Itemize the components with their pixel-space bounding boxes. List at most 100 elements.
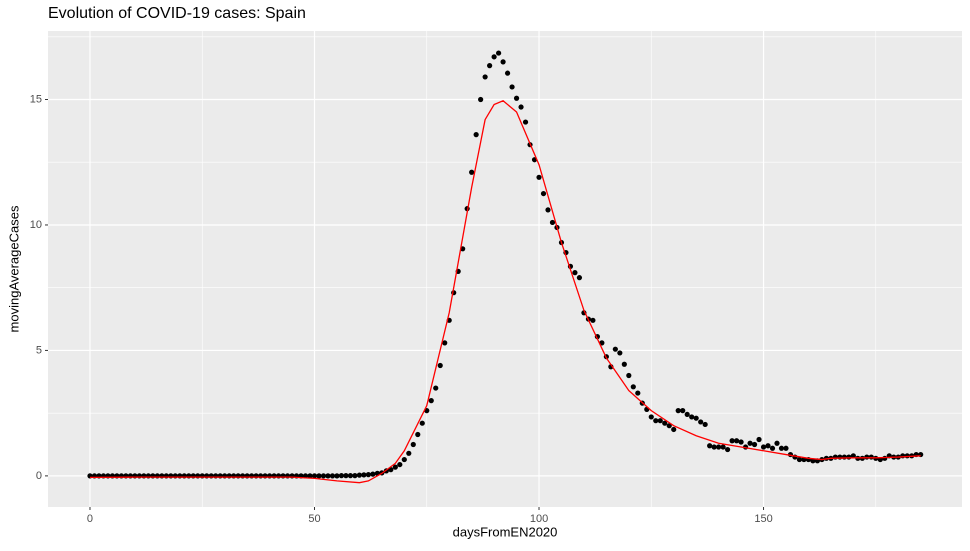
point [352,473,358,479]
point [778,445,785,451]
point [626,372,632,379]
point [500,59,506,65]
point [810,458,816,464]
y-tick-label: 15 [30,93,42,105]
point [702,421,708,428]
point [738,439,744,445]
x-tick-label: 150 [754,513,772,525]
point [657,418,663,424]
point [311,473,318,479]
point [666,423,672,429]
point [473,132,479,138]
chart-title: Evolution of COVID-19 cases: Spain [48,5,306,22]
point [621,361,627,367]
fit-line [89,100,921,484]
point [841,454,847,460]
point [487,63,493,69]
point [392,464,398,470]
point [756,436,762,443]
point [662,420,668,426]
point [630,384,636,390]
point [747,440,753,446]
point [846,454,852,460]
point [370,471,376,477]
point [513,95,520,101]
panel [48,31,962,507]
point [653,418,659,424]
y-tick-label: 0 [36,470,42,482]
point [410,441,416,448]
point [716,444,722,450]
y-axis-title: movingAverageCases [6,205,21,332]
x-axis-title: daysFromEN2020 [453,524,558,539]
point [693,415,699,421]
point [675,408,681,414]
point [334,473,340,479]
point [765,443,771,449]
point [617,350,623,356]
point [469,169,475,175]
y-tick-label: 5 [36,344,42,356]
point [711,444,717,450]
point [882,455,888,461]
x-tick-label: 50 [308,513,320,525]
point [397,461,403,468]
x-tick-label: 0 [87,513,93,525]
point [576,275,583,281]
point [406,450,412,456]
grid [48,31,962,507]
point [545,207,551,213]
point [549,219,556,226]
point [518,104,524,110]
point [491,54,497,60]
point [361,472,367,478]
point [401,456,407,463]
point [419,420,425,426]
x-tick-label: 100 [530,513,548,525]
point [478,96,484,103]
point [540,190,547,197]
point [671,426,677,433]
marks [87,50,924,484]
point [864,454,870,460]
point [325,473,331,479]
point [509,84,515,90]
point [900,453,906,459]
point [612,346,618,352]
point [433,385,439,391]
point [850,453,856,459]
point [504,70,511,76]
y-tick-label: 10 [30,219,42,231]
point [307,473,313,479]
point [760,444,767,450]
point [729,438,735,444]
point [496,50,502,56]
point [316,473,322,479]
point [769,445,776,451]
point [648,414,654,420]
point [733,438,740,444]
point [356,472,363,478]
point [536,174,542,180]
point [347,473,354,479]
point [590,317,596,323]
point [868,454,874,460]
point [522,119,529,125]
point [482,74,488,80]
point [415,431,421,438]
point [796,456,803,463]
point [751,441,758,448]
point [320,473,327,479]
point [689,414,695,420]
point [837,454,843,460]
point [343,473,349,479]
point [428,398,434,404]
point [572,270,578,276]
point [437,362,443,369]
point [442,340,448,346]
point [725,446,731,453]
point [774,440,780,446]
point [329,473,336,479]
